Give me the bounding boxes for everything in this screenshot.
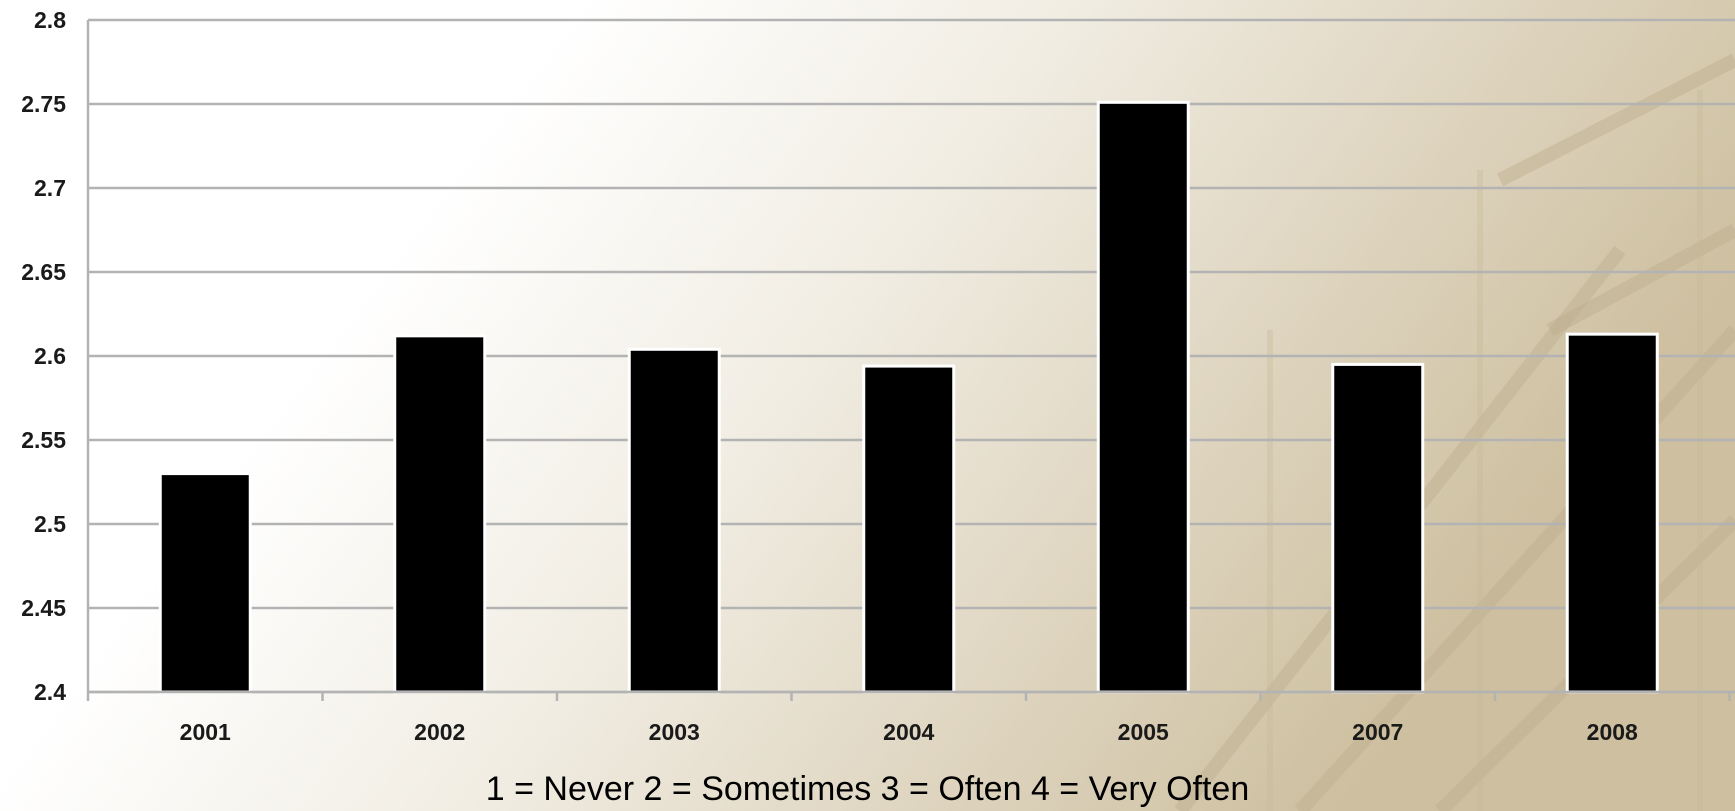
y-tick-label: 2.5 [34, 511, 66, 537]
bar-2005 [1096, 100, 1190, 694]
y-tick-labels: 2.4 2.45 2.5 2.55 2.6 2.65 2.7 2.75 2.8 [21, 7, 66, 705]
y-tick-label: 2.6 [34, 343, 66, 369]
x-tick-label: 2004 [883, 719, 934, 745]
bar-2001 [158, 472, 252, 694]
x-tick-label: 2005 [1118, 719, 1169, 745]
y-tick-label: 2.55 [21, 427, 66, 453]
y-tick-label: 2.4 [34, 679, 66, 705]
x-tick-label: 2003 [649, 719, 700, 745]
bars [158, 100, 1659, 694]
x-tick-labels: 2001 2002 2003 2004 2005 2007 2008 [180, 719, 1638, 745]
bar-2004 [862, 364, 956, 694]
y-tick-label: 2.8 [34, 7, 66, 33]
y-tick-label: 2.7 [34, 175, 66, 201]
x-tick-label: 2008 [1587, 719, 1638, 745]
bar-2003 [627, 347, 721, 694]
x-tick-label: 2007 [1352, 719, 1403, 745]
bar-2007 [1331, 362, 1425, 694]
axes [86, 20, 1735, 701]
scale-legend-note: 1 = Never 2 = Sometimes 3 = Often 4 = Ve… [485, 770, 1250, 808]
y-tick-label: 2.65 [21, 259, 66, 285]
x-tick-label: 2002 [414, 719, 465, 745]
x-tick-label: 2001 [180, 719, 231, 745]
y-tick-label: 2.45 [21, 595, 66, 621]
bar-2002 [393, 334, 487, 694]
bar-2008 [1565, 332, 1659, 694]
y-tick-label: 2.75 [21, 91, 66, 117]
